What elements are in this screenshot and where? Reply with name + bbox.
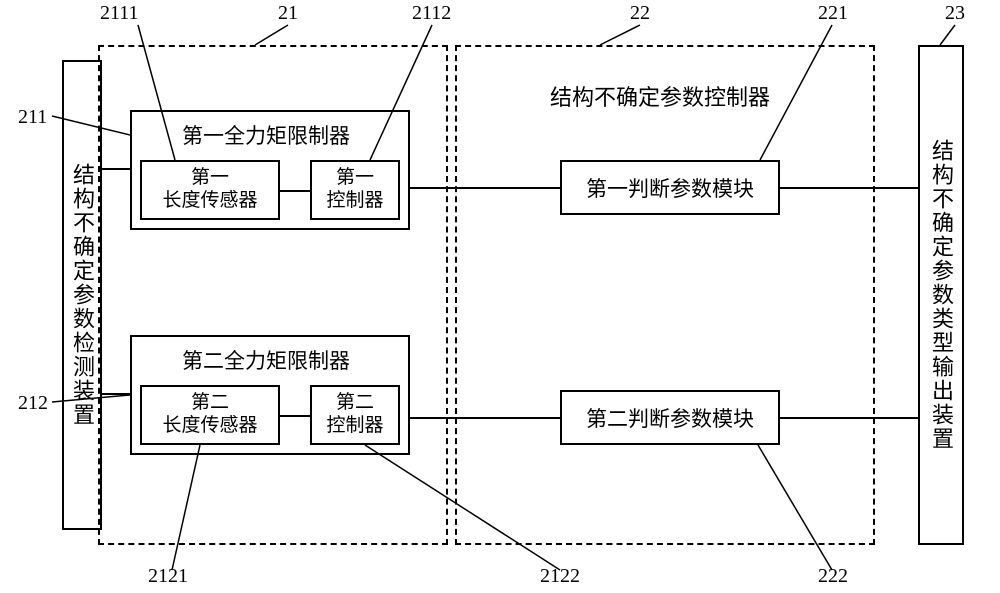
left-vertical-label: 结构不确定参数检测装置 bbox=[66, 163, 98, 427]
conn-lv-l1 bbox=[102, 168, 130, 170]
limiter-2-controller: 第二 控制器 bbox=[310, 385, 400, 445]
ref-2121: 2121 bbox=[148, 565, 188, 588]
limiter-1-sensor-bottom: 长度传感器 bbox=[162, 190, 257, 213]
limiter-2-sensor: 第二 长度传感器 bbox=[140, 385, 280, 445]
judge-1-label: 第一判断参数模块 bbox=[586, 173, 754, 203]
ref-2122: 2122 bbox=[540, 565, 580, 588]
ref-221: 221 bbox=[818, 2, 848, 25]
limiter-1-controller: 第一 控制器 bbox=[310, 160, 400, 220]
ref-21: 21 bbox=[278, 2, 298, 25]
limiter-2-ctrl-top: 第二 bbox=[336, 392, 374, 415]
right-vertical-box: 结构不确定参数类型输出装置 bbox=[918, 45, 964, 545]
limiter-1-title: 第一全力矩限制器 bbox=[182, 120, 350, 150]
right-vertical-label: 结构不确定参数类型输出装置 bbox=[925, 139, 957, 451]
ref-2112: 2112 bbox=[412, 2, 451, 25]
limiter-2-title: 第二全力矩限制器 bbox=[182, 345, 350, 375]
ref-23: 23 bbox=[945, 2, 965, 25]
limiter-2-ctrl-bottom: 控制器 bbox=[326, 415, 383, 438]
conn-l2-j2 bbox=[410, 417, 560, 419]
conn-j1-r bbox=[780, 187, 918, 189]
conn-s1-c1 bbox=[280, 190, 310, 192]
conn-lv-l2 bbox=[102, 393, 130, 395]
conn-s2-c2 bbox=[280, 415, 310, 417]
right-container-title: 结构不确定参数控制器 bbox=[550, 80, 770, 112]
limiter-1-sensor-top: 第一 bbox=[191, 167, 229, 190]
ref-222: 222 bbox=[818, 565, 848, 588]
ref-211: 211 bbox=[18, 106, 47, 129]
conn-j2-r bbox=[780, 417, 918, 419]
block-diagram: 结构不确定参数检测装置 结构不确定参数类型输出装置 结构不确定参数控制器 第一全… bbox=[0, 0, 1000, 593]
ref-2111: 2111 bbox=[100, 2, 139, 25]
limiter-1-ctrl-top: 第一 bbox=[336, 167, 374, 190]
conn-l1-j1 bbox=[410, 187, 560, 189]
right-dashed-container bbox=[455, 45, 875, 545]
left-vertical-box: 结构不确定参数检测装置 bbox=[62, 60, 102, 530]
ref-212: 212 bbox=[18, 392, 48, 415]
limiter-2-sensor-top: 第二 bbox=[191, 392, 229, 415]
limiter-1-ctrl-bottom: 控制器 bbox=[326, 190, 383, 213]
ref-22: 22 bbox=[630, 2, 650, 25]
judge-2-box: 第二判断参数模块 bbox=[560, 390, 780, 445]
limiter-2-sensor-bottom: 长度传感器 bbox=[162, 415, 257, 438]
judge-2-label: 第二判断参数模块 bbox=[586, 403, 754, 433]
limiter-1-sensor: 第一 长度传感器 bbox=[140, 160, 280, 220]
judge-1-box: 第一判断参数模块 bbox=[560, 160, 780, 215]
